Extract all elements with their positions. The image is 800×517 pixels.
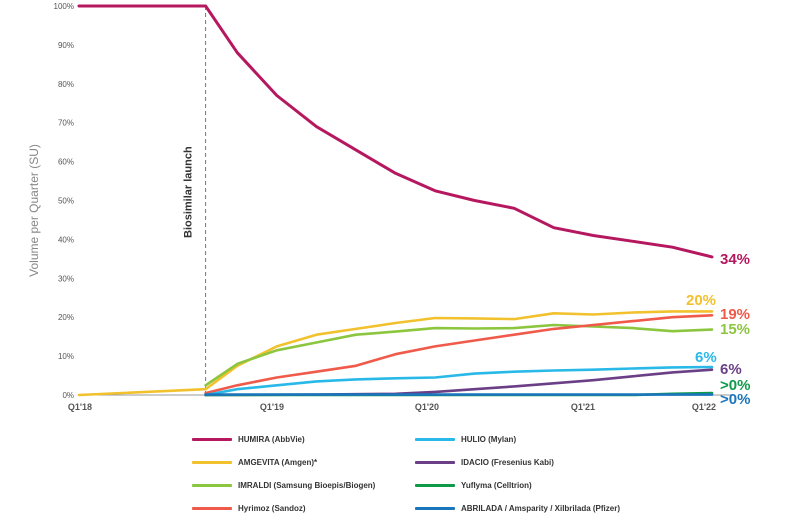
legend-swatch — [415, 460, 455, 464]
legend-item: Hyrimoz (Sandoz) — [192, 501, 306, 515]
y-tick-label: 20% — [58, 313, 74, 322]
x-tick-label: Q1'18 — [68, 402, 92, 412]
y-tick-label: 0% — [62, 391, 74, 400]
series-end-label: >0% — [720, 377, 750, 394]
series-end-label: 6% — [720, 361, 742, 378]
series-line — [204, 313, 714, 395]
legend-swatch — [192, 460, 232, 464]
y-tick-label: 100% — [54, 2, 74, 11]
x-tick-label: Q1'22 — [692, 402, 716, 412]
y-tick-label: 10% — [58, 352, 74, 361]
x-tick-label: Q1'19 — [260, 402, 284, 412]
legend-item: Yuflyma (Celltrion) — [415, 478, 532, 492]
x-tick-label: Q1'20 — [415, 402, 439, 412]
series-end-label: 6% — [695, 349, 717, 366]
biosimilar-launch-label: Biosimilar launch — [183, 146, 195, 238]
series-end-label: 15% — [720, 321, 750, 338]
series-line — [77, 4, 714, 259]
series-end-label: 20% — [686, 292, 716, 309]
legend-swatch — [192, 437, 232, 441]
series-line — [204, 365, 714, 397]
series-end-label: >0% — [720, 391, 750, 408]
y-tick-label: 50% — [58, 197, 74, 206]
legend-item: HULIO (Mylan) — [415, 432, 516, 446]
legend-item: IMRALDI (Samsung Bioepis/Biogen) — [192, 478, 375, 492]
legend-item: AMGEVITA (Amgen)* — [192, 455, 317, 469]
legend-label: IMRALDI (Samsung Bioepis/Biogen) — [238, 480, 376, 490]
legend-label: ABRILADA / Amsparity / Xilbrilada (Pfize… — [461, 503, 620, 513]
series-line — [204, 368, 714, 397]
legend-item: ABRILADA / Amsparity / Xilbrilada (Pfize… — [415, 501, 620, 515]
legend-swatch — [415, 483, 455, 487]
legend-label: AMGEVITA (Amgen)* — [238, 457, 318, 467]
legend-label: Hyrimoz (Sandoz) — [238, 503, 306, 513]
y-axis-ticks: 0% 10% 20% 30% 40% 50% 60% 70% 80% 90% 100% — [54, 2, 74, 400]
x-axis-ticks: Q1'18 Q1'19 Q1'20 Q1'21 Q1'22 — [68, 402, 716, 412]
legend-swatch — [192, 506, 232, 510]
series-group — [77, 4, 714, 397]
legend-item: IDACIO (Fresenius Kabi) — [415, 455, 554, 469]
series-line — [204, 323, 714, 387]
y-tick-label: 70% — [58, 119, 74, 128]
legend-item: HUMIRA (AbbVie) — [192, 432, 305, 446]
legend-label: HUMIRA (AbbVie) — [238, 434, 305, 444]
legend-label: IDACIO (Fresenius Kabi) — [461, 457, 554, 467]
legend-label: HULIO (Mylan) — [461, 434, 517, 444]
end-labels: 34%20%15%19%6%6%>0%>0% — [686, 251, 750, 408]
y-tick-label: 60% — [58, 158, 74, 167]
y-tick-label: 80% — [58, 80, 74, 89]
legend-swatch — [192, 483, 232, 487]
series-end-label: 19% — [720, 306, 750, 323]
legend: HUMIRA (AbbVie) HULIO (Mylan) AMGEVITA (Am… — [192, 432, 792, 516]
legend-swatch — [415, 437, 455, 441]
legend-label: Yuflyma (Celltrion) — [461, 480, 532, 490]
y-tick-label: 90% — [58, 41, 74, 50]
series-end-label: 34% — [720, 251, 750, 268]
legend-swatch — [415, 506, 455, 510]
x-tick-label: Q1'21 — [571, 402, 595, 412]
y-axis-label: Volume per Quarter (SU) — [27, 144, 41, 277]
line-chart: 0%10%20%30%40%50%60%70%80%90%100% Q1'18 Q… — [27, 2, 750, 412]
y-tick-label: 40% — [58, 235, 74, 244]
y-tick-label: 30% — [58, 274, 74, 283]
